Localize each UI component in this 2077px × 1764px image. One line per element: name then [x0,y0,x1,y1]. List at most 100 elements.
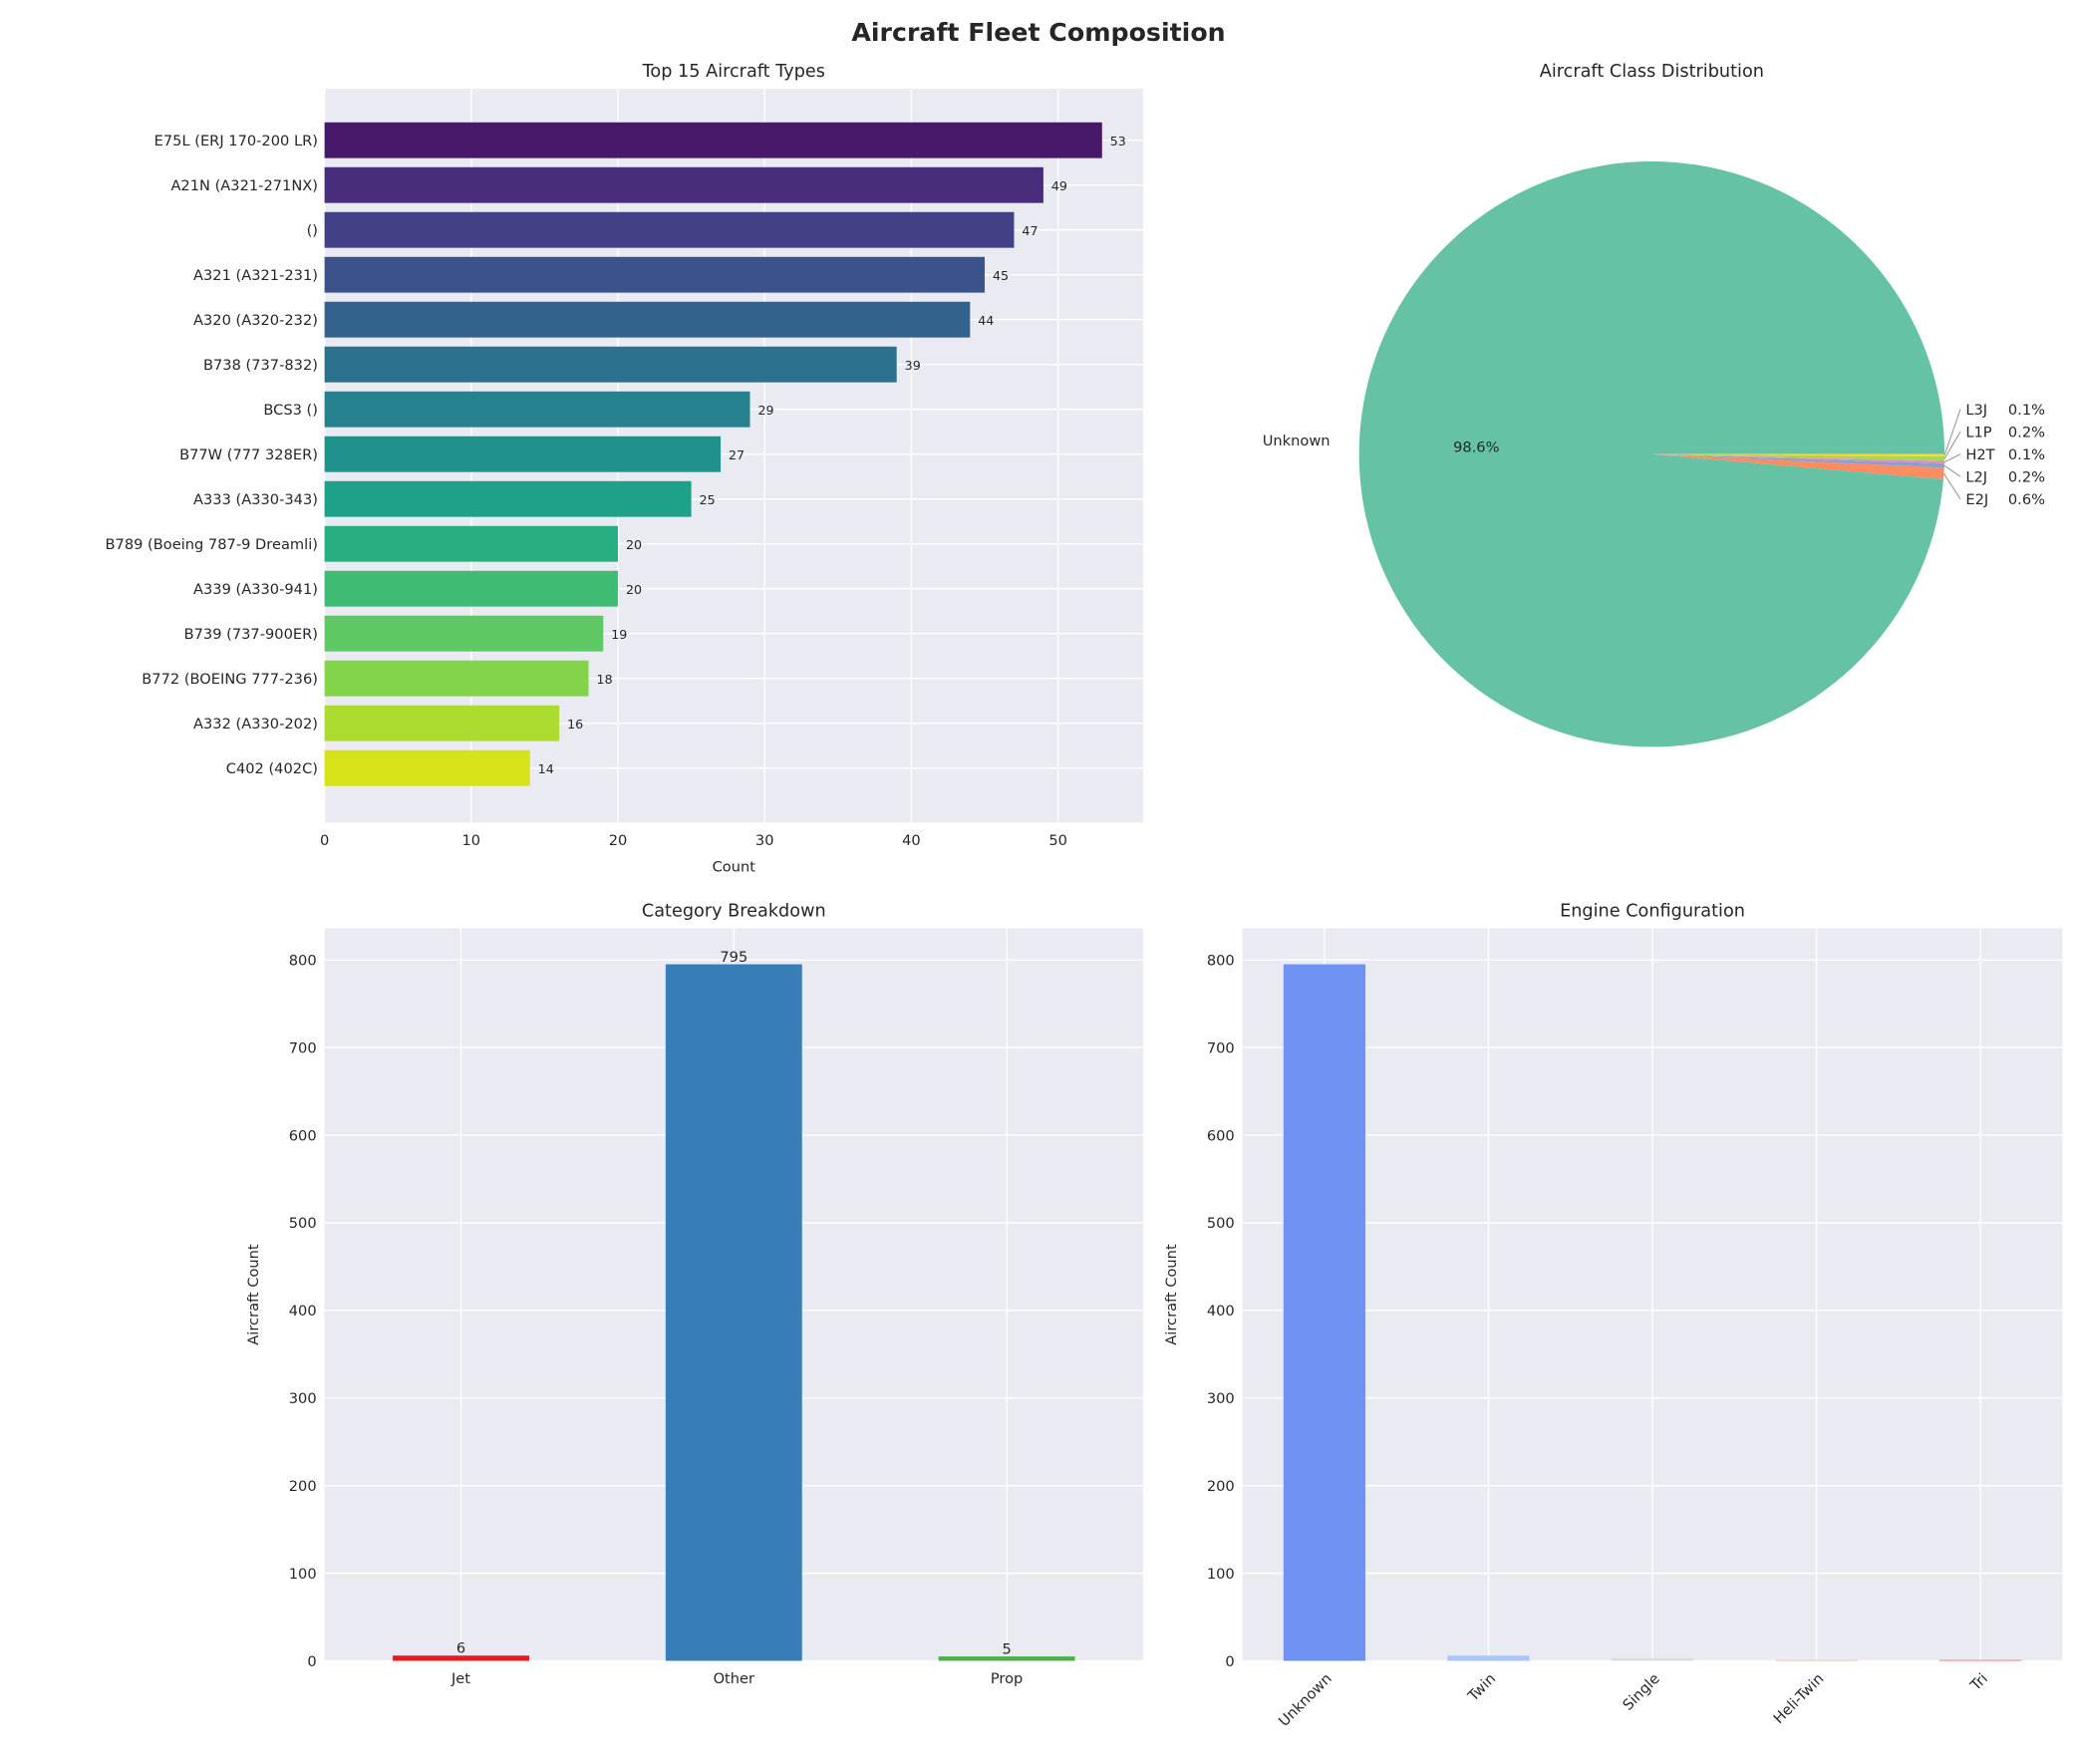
pie-leader-line [1943,431,1961,459]
chart-title: Engine Configuration [1560,902,1745,922]
y-tick-label: 600 [1207,1127,1235,1144]
data-label: 5 [1002,1640,1011,1657]
pie-slice [1358,160,1945,747]
bar [324,749,530,786]
bar [324,570,619,607]
y-tick-label: A320 (A320-232) [193,312,318,329]
y-tick-label: A321 (A321-231) [193,267,318,284]
y-tick-label: B789 (Boeing 787-9 Dreamli) [106,536,318,553]
data-label: 25 [700,492,716,507]
pie-leader-line [1943,472,1961,500]
y-tick-label: 700 [289,1039,317,1056]
y-tick-label: () [307,222,318,239]
y-tick-label: 100 [1207,1566,1235,1583]
pie-percent-label: 0.2% [2008,424,2045,441]
x-tick-label: 20 [609,832,628,849]
pie-slice [1651,453,1945,463]
data-label: 18 [597,672,613,687]
bar [324,660,589,697]
y-tick-label: 0 [307,1653,316,1670]
x-tick-label: Jet [450,1670,470,1687]
x-tick-label: 40 [902,832,921,849]
y-tick-label: 300 [1207,1390,1235,1407]
data-label: 29 [757,403,773,418]
chart-title: Category Breakdown [642,902,826,922]
bar [1938,1659,2022,1661]
pie-category-label: E2J [1965,491,1988,508]
data-label: 6 [456,1640,465,1657]
y-tick-label: B738 (737-832) [203,357,318,374]
x-tick-label: 30 [755,832,774,849]
y-tick-label: A333 (A330-343) [193,491,318,508]
bar [324,436,722,472]
y-tick-label: A21N (A321-271NX) [170,177,318,194]
bar [1447,1655,1530,1661]
y-tick-label: A339 (A330-941) [193,581,318,598]
figure-title: Aircraft Fleet Composition [851,18,1225,47]
y-tick-label: 500 [1207,1215,1235,1232]
pie-leader-line [1943,409,1961,456]
data-label: 27 [729,447,744,462]
y-tick-label: B77W (777 328ER) [179,446,318,463]
top-aircraft-types-chart: 0 10 20 30 40 50 E75L (ERJ 170-200 LR) 53 A21N (… [106,62,1143,875]
y-tick-label: 800 [1207,952,1235,969]
bar [324,346,897,383]
aircraft-class-pie-chart: Unknown 98.6% E2J 0.6% L2J 0.2% H2T 0.1% L1P 0.2%… [1263,62,2045,747]
bar [324,166,1043,203]
pie-percent-label: 0.2% [2008,469,2045,486]
x-tick-label: Other [714,1670,754,1687]
x-tick-label: Prop [991,1670,1023,1687]
bar [1611,1657,1694,1661]
bar [324,391,750,428]
y-tick-label: C402 (402C) [226,760,318,777]
pie-leader-line [1943,464,1961,477]
y-tick-label: 0 [1225,1653,1234,1670]
data-label: 16 [567,717,583,732]
y-tick-label: 800 [289,952,317,969]
y-tick-label: B739 (737-900ER) [184,626,318,643]
bar [324,211,1015,248]
bar [1775,1659,1858,1661]
pie-category-label: H2T [1965,446,1994,463]
pie-percent-label: 98.6% [1453,439,1500,455]
data-label: 47 [1022,223,1038,238]
bar [324,525,619,562]
pie-slice [1651,453,1944,468]
bar [665,964,802,1661]
bar [324,615,604,652]
x-tick-label: 50 [1048,832,1067,849]
data-label: 44 [978,313,994,328]
bar [1283,964,1366,1661]
x-tick-label: Twin [1464,1670,1499,1705]
chart-title: Top 15 Aircraft Types [642,62,825,82]
pie-leader-line [1943,453,1961,463]
data-label: 20 [626,537,642,552]
bar [324,480,692,517]
y-tick-label: 400 [289,1303,317,1320]
data-label: 49 [1051,178,1067,193]
y-tick-label: 200 [1207,1478,1235,1495]
x-axis-label: Count [713,858,756,875]
x-tick-label: Unknown [1276,1670,1335,1730]
y-tick-label: A332 (A330-202) [193,716,318,733]
pie-category-label: L1P [1965,424,1991,441]
data-label: 795 [720,949,747,966]
pie-slice [1651,453,1945,456]
x-tick-label: 10 [462,832,481,849]
y-tick-label: 400 [1207,1303,1235,1320]
pie-category-label: Unknown [1263,433,1331,449]
data-label: 14 [538,761,554,776]
pie-percent-label: 0.6% [2008,491,2045,508]
data-label: 20 [626,582,642,597]
bar [324,705,560,741]
y-tick-label: 100 [289,1566,317,1583]
y-tick-label: BCS3 () [263,402,318,419]
x-tick-label: 0 [320,832,329,849]
category-breakdown-chart: 0 100 200 300 400 500 600 700 800 Jet 6 Other 795 Pro… [245,902,1143,1687]
y-tick-label: B772 (BOEING 777-236) [142,671,318,688]
y-tick-label: 700 [1207,1039,1235,1056]
y-tick-label: 300 [289,1390,317,1407]
y-tick-label: 600 [289,1127,317,1144]
bar [393,1655,529,1661]
